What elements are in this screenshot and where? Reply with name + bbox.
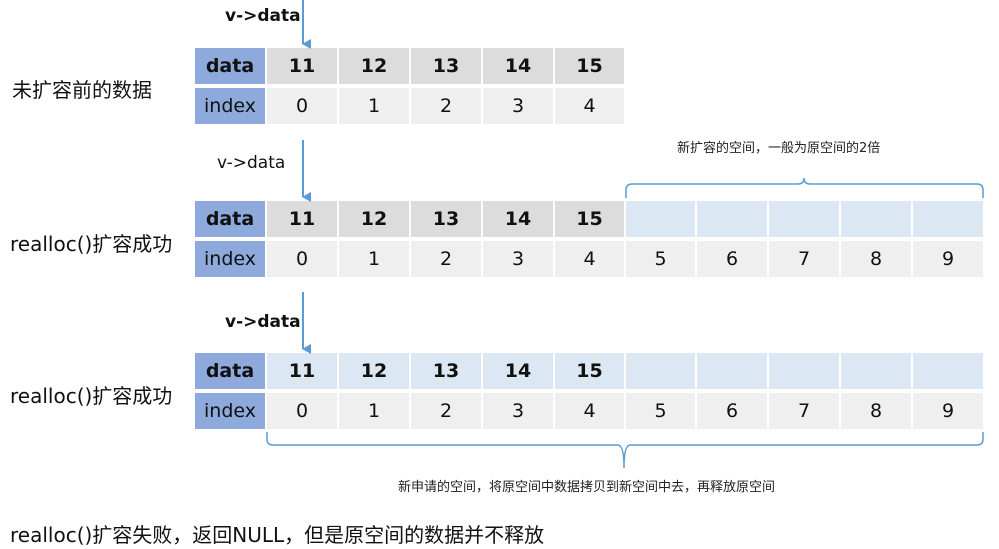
data-cell: 15 xyxy=(555,201,624,237)
index-cell: 2 xyxy=(411,393,481,429)
note-new-space: 新扩容的空间，一般为原空间的2倍 xyxy=(677,141,881,156)
data-cell: 14 xyxy=(483,353,553,389)
new-space-cell xyxy=(769,353,839,389)
index-cell: 2 xyxy=(411,241,481,277)
header-data: data xyxy=(195,201,265,237)
index-cell: 3 xyxy=(483,88,553,124)
index-cell: 5 xyxy=(626,393,695,429)
index-cell: 1 xyxy=(339,241,409,277)
index-cell: 0 xyxy=(267,393,337,429)
new-space-cell xyxy=(626,353,695,389)
header-data: data xyxy=(195,353,265,389)
index-cell: 4 xyxy=(555,241,624,277)
label-before-expand: 未扩容前的数据 xyxy=(12,78,152,102)
index-cell: 6 xyxy=(697,393,767,429)
note-copy-space: 新申请的空间，将原空间中数据拷贝到新空间中去，再释放原空间 xyxy=(398,480,776,495)
index-cell: 1 xyxy=(339,393,409,429)
brace-new-space xyxy=(625,177,984,198)
new-space-cell xyxy=(697,353,767,389)
index-cell: 4 xyxy=(555,393,624,429)
data-cell: 12 xyxy=(339,353,409,389)
index-cell: 2 xyxy=(411,88,481,124)
index-cell: 3 xyxy=(483,241,553,277)
label-realloc-success-2: realloc()扩容成功 xyxy=(10,384,173,408)
data-cell: 11 xyxy=(267,48,337,84)
data-cell: 11 xyxy=(267,353,337,389)
index-cell: 9 xyxy=(913,241,983,277)
index-cell: 4 xyxy=(555,88,624,124)
data-cell: 14 xyxy=(483,201,553,237)
data-cell: 15 xyxy=(555,353,624,389)
header-index: index xyxy=(195,241,265,277)
new-space-cell xyxy=(913,353,983,389)
data-cell: 13 xyxy=(411,201,481,237)
index-cell: 7 xyxy=(769,241,839,277)
data-cell: 15 xyxy=(555,48,624,84)
index-cell: 8 xyxy=(841,393,911,429)
new-space-cell xyxy=(913,201,983,237)
pointer-label-3: v->data xyxy=(225,312,301,332)
data-cell: 13 xyxy=(411,48,481,84)
new-space-cell xyxy=(769,201,839,237)
index-cell: 6 xyxy=(697,241,767,277)
realloc-failure-note: realloc()扩容失败，返回NULL，但是原空间的数据并不释放 xyxy=(10,523,545,547)
pointer-label-1: v->data xyxy=(225,6,301,26)
index-cell: 8 xyxy=(841,241,911,277)
data-cell: 14 xyxy=(483,48,553,84)
index-cell: 7 xyxy=(769,393,839,429)
index-cell: 1 xyxy=(339,88,409,124)
header-index: index xyxy=(195,88,265,124)
data-cell: 13 xyxy=(411,353,481,389)
header-data: data xyxy=(195,48,265,84)
data-cell: 11 xyxy=(267,201,337,237)
header-index: index xyxy=(195,393,265,429)
brace-new-table xyxy=(266,432,984,469)
index-cell: 9 xyxy=(913,393,983,429)
new-space-cell xyxy=(841,201,911,237)
index-cell: 3 xyxy=(483,393,553,429)
index-cell: 0 xyxy=(267,241,337,277)
new-space-cell xyxy=(626,201,695,237)
new-space-cell xyxy=(841,353,911,389)
pointer-label-2: v->data xyxy=(217,153,286,173)
data-cell: 12 xyxy=(339,201,409,237)
index-cell: 0 xyxy=(267,88,337,124)
new-space-cell xyxy=(697,201,767,237)
data-cell: 12 xyxy=(339,48,409,84)
label-realloc-success-1: realloc()扩容成功 xyxy=(10,232,173,256)
index-cell: 5 xyxy=(626,241,695,277)
